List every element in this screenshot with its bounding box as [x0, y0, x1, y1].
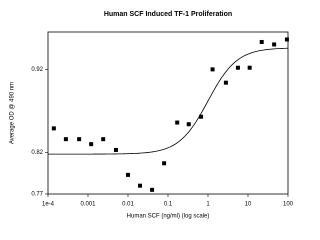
- data-point: [272, 42, 277, 47]
- page: Human SCF Induced TF-1 Proliferation Hum…: [0, 0, 300, 230]
- data-point: [89, 142, 94, 147]
- data-point: [77, 137, 82, 142]
- data-point: [223, 80, 228, 85]
- data-point: [186, 122, 191, 127]
- x-tick-label: 1: [206, 202, 210, 208]
- chart-title: Human SCF Induced TF-1 Proliferation: [104, 11, 232, 18]
- y-tick-label: 0.92: [31, 67, 43, 73]
- y-axis-label: Average OD @ 490 nm: [10, 82, 16, 144]
- x-tick-label: 0.01: [122, 202, 134, 208]
- data-point: [138, 183, 143, 188]
- data-point: [199, 114, 204, 119]
- data-point: [210, 67, 215, 72]
- y-tick-label: 0.77: [31, 192, 43, 198]
- data-point: [63, 137, 68, 142]
- data-point: [175, 120, 180, 125]
- x-tick-label: 0.1: [164, 202, 173, 208]
- data-point: [101, 137, 106, 142]
- data-point: [150, 187, 155, 192]
- data-point: [51, 126, 56, 131]
- x-tick-label: 1e-4: [42, 202, 55, 208]
- data-point: [247, 65, 252, 70]
- data-point: [162, 161, 167, 166]
- x-tick-label: 10: [245, 202, 252, 208]
- fit-curve: [48, 47, 289, 155]
- y-tick-label: 0.82: [31, 150, 43, 156]
- data-point: [259, 39, 264, 44]
- data-point: [113, 147, 118, 152]
- data-point: [235, 65, 240, 70]
- x-tick-label: 0.001: [80, 202, 96, 208]
- data-point: [284, 37, 289, 42]
- data-point: [126, 172, 130, 177]
- x-axis-label: Human SCF (ng/ml) (log scale): [127, 214, 210, 220]
- background: [0, 0, 300, 230]
- x-tick-label: 100: [283, 202, 294, 208]
- chart: Human SCF Induced TF-1 Proliferation Hum…: [0, 0, 300, 230]
